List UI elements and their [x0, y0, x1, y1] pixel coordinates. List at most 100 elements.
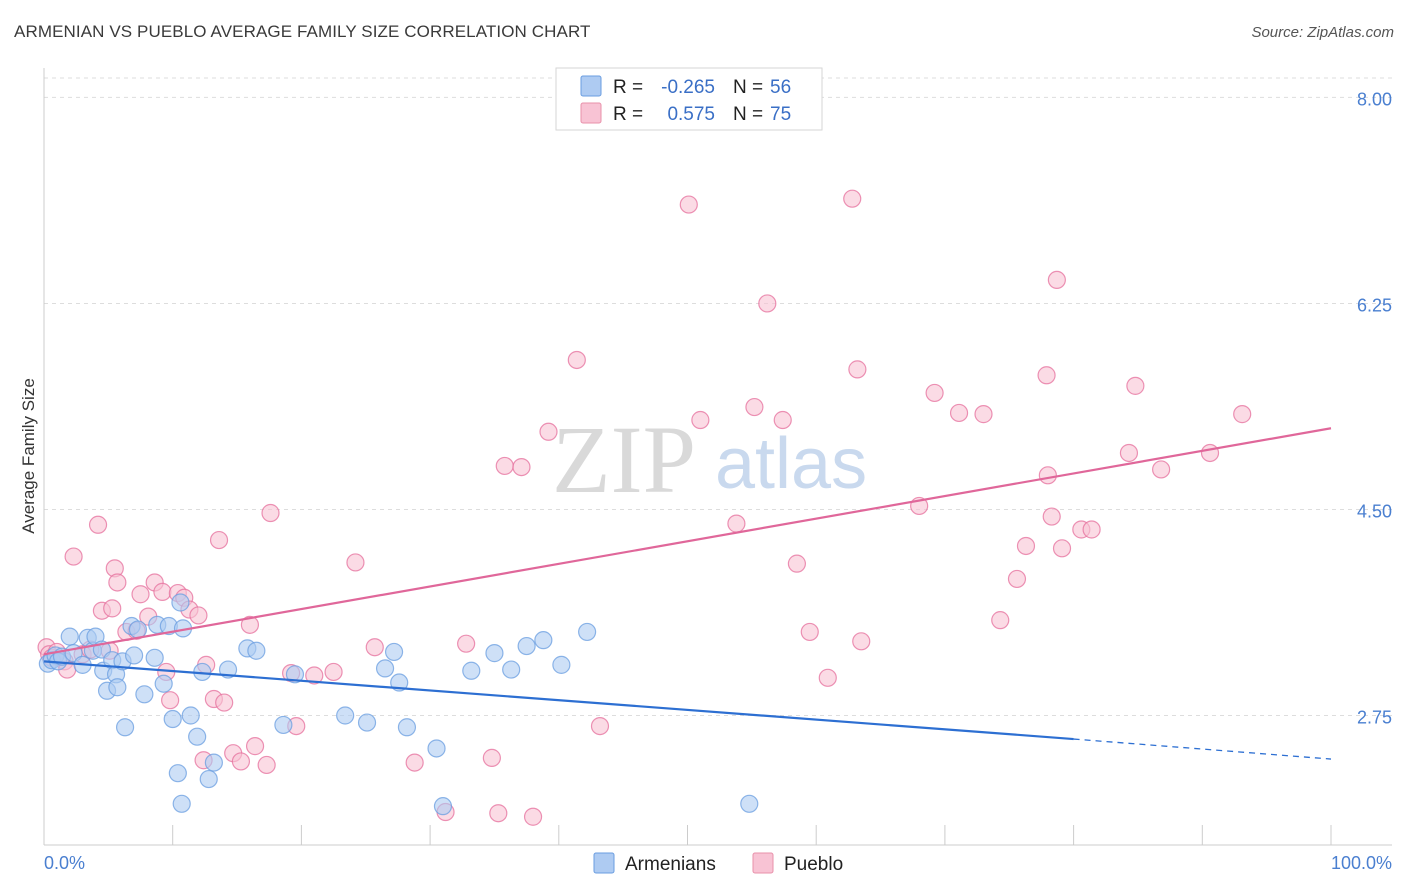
armenians-point-48: [427, 739, 446, 758]
legend-r-value-armenians: -0.265: [661, 77, 715, 98]
pueblo-point-56: [691, 410, 710, 430]
pueblo-point-37: [261, 503, 280, 523]
legend-n-value-pueblo: 75: [770, 104, 791, 125]
armenians-point-53: [517, 636, 536, 656]
pueblo-point-66: [852, 632, 871, 651]
pueblo-point-72: [1007, 569, 1027, 589]
pueblo-point-33: [231, 752, 251, 771]
pueblo-point-80: [1082, 520, 1101, 539]
pueblo-point-70: [974, 405, 993, 424]
y-tick-label-8.00: 8.00: [1357, 89, 1392, 109]
armenians-point-44: [375, 659, 395, 678]
armenians-point-25: [154, 674, 173, 693]
pueblo-point-46: [457, 634, 476, 653]
pueblo-point-60: [773, 410, 792, 430]
armenians-point-57: [740, 794, 759, 813]
pueblo-point-35: [245, 737, 265, 756]
bottom-legend-swatch-armenians: [593, 852, 615, 874]
pueblo-point-75: [1038, 466, 1057, 485]
pueblo-trend-line: [43, 427, 1332, 656]
pueblo-point-6: [64, 547, 83, 566]
armenians-point-29: [171, 593, 190, 612]
pueblo-point-57: [727, 514, 746, 533]
armenians-trend-extension: [1073, 738, 1332, 760]
armenians-point-51: [485, 644, 504, 663]
legend-r-label-pueblo: R =: [613, 104, 643, 125]
pueblo-point-49: [495, 456, 514, 476]
armenians-point-30: [172, 794, 191, 813]
source-credit: Source: ZipAtlas.com: [1251, 24, 1394, 41]
correlation-legend: R = -0.265 N = 56 R = 0.575 N = 75: [555, 67, 823, 131]
pueblo-point-84: [1200, 443, 1220, 463]
armenians-point-45: [384, 642, 404, 662]
armenians-point-43: [357, 713, 377, 732]
armenians-trend-line: [43, 660, 1074, 741]
x-tick-label-max: 100.0%: [1331, 853, 1392, 873]
pueblo-point-48: [489, 804, 508, 823]
pueblo-point-42: [346, 553, 365, 572]
pueblo-point-58: [745, 397, 764, 417]
watermark-zip: ZIP: [552, 406, 696, 513]
pueblo-point-77: [1047, 270, 1066, 290]
armenians-point-36: [204, 753, 223, 772]
pueblo-point-50: [512, 457, 531, 477]
y-tick-labels: 2.75 4.50 6.25 8.00: [1357, 89, 1392, 727]
armenians-point-50: [462, 661, 481, 680]
pueblo-point-36: [257, 755, 276, 775]
pueblo-point-41: [324, 662, 343, 682]
armenians-point-55: [552, 655, 571, 674]
pueblo-point-44: [405, 753, 424, 772]
pueblo-point-62: [800, 622, 819, 642]
armenians-point-52: [502, 660, 521, 679]
armenians-point-47: [397, 718, 417, 737]
armenians-point-40: [274, 715, 293, 735]
armenians-point-5: [60, 627, 79, 646]
pueblo-point-47: [482, 748, 501, 767]
bottom-legend-label-pueblo: Pueblo: [784, 854, 843, 875]
trend-lines: [43, 427, 1332, 760]
pueblo-point-65: [848, 360, 867, 379]
pueblo-point-61: [787, 554, 806, 573]
pueblo-point-53: [567, 350, 586, 370]
pueblo-point-59: [758, 294, 777, 313]
armenians-point-28: [168, 764, 187, 783]
armenians-point-39: [247, 641, 266, 660]
armenians-point-27: [163, 709, 182, 729]
pueblo-point-52: [539, 422, 558, 441]
pueblo-point-51: [523, 807, 543, 826]
bottom-legend-swatch-pueblo: [752, 852, 774, 874]
pueblo-point-68: [925, 383, 944, 403]
series-armenians: [38, 593, 759, 816]
x-tick-label-min: 0.0%: [44, 853, 85, 873]
armenians-point-16: [108, 678, 127, 697]
pueblo-point-54: [590, 716, 610, 736]
pueblo-point-85: [1233, 405, 1252, 424]
pueblo-point-34: [240, 615, 260, 634]
armenians-point-56: [578, 622, 597, 642]
pueblo-point-74: [1037, 366, 1056, 385]
pueblo-point-71: [991, 611, 1010, 630]
legend-r-value-pueblo: 0.575: [667, 104, 715, 125]
bottom-legend-label-armenians: Armenians: [625, 854, 716, 875]
pueblo-point-40: [305, 666, 324, 685]
armenians-point-49: [433, 797, 453, 816]
pueblo-point-73: [1016, 536, 1036, 556]
pueblo-point-69: [949, 403, 969, 423]
pueblo-point-64: [843, 189, 862, 208]
pueblo-point-31: [215, 693, 234, 712]
armenians-point-23: [145, 648, 164, 667]
pueblo-point-81: [1119, 443, 1139, 463]
armenians-point-33: [188, 727, 207, 746]
pueblo-point-78: [1052, 539, 1072, 558]
pueblo-point-30: [209, 530, 229, 550]
pueblo-point-55: [679, 195, 698, 214]
y-tick-label-2.75: 2.75: [1357, 708, 1392, 728]
armenians-point-20: [124, 646, 144, 665]
watermark-atlas: atlas: [715, 424, 867, 504]
y-tick-label-6.25: 6.25: [1357, 295, 1392, 315]
pueblo-point-83: [1152, 460, 1171, 479]
pueblo-point-82: [1126, 376, 1145, 395]
x-ticks: [43, 825, 1332, 845]
chart-title: ARMENIAN VS PUEBLO AVERAGE FAMILY SIZE C…: [14, 22, 591, 41]
